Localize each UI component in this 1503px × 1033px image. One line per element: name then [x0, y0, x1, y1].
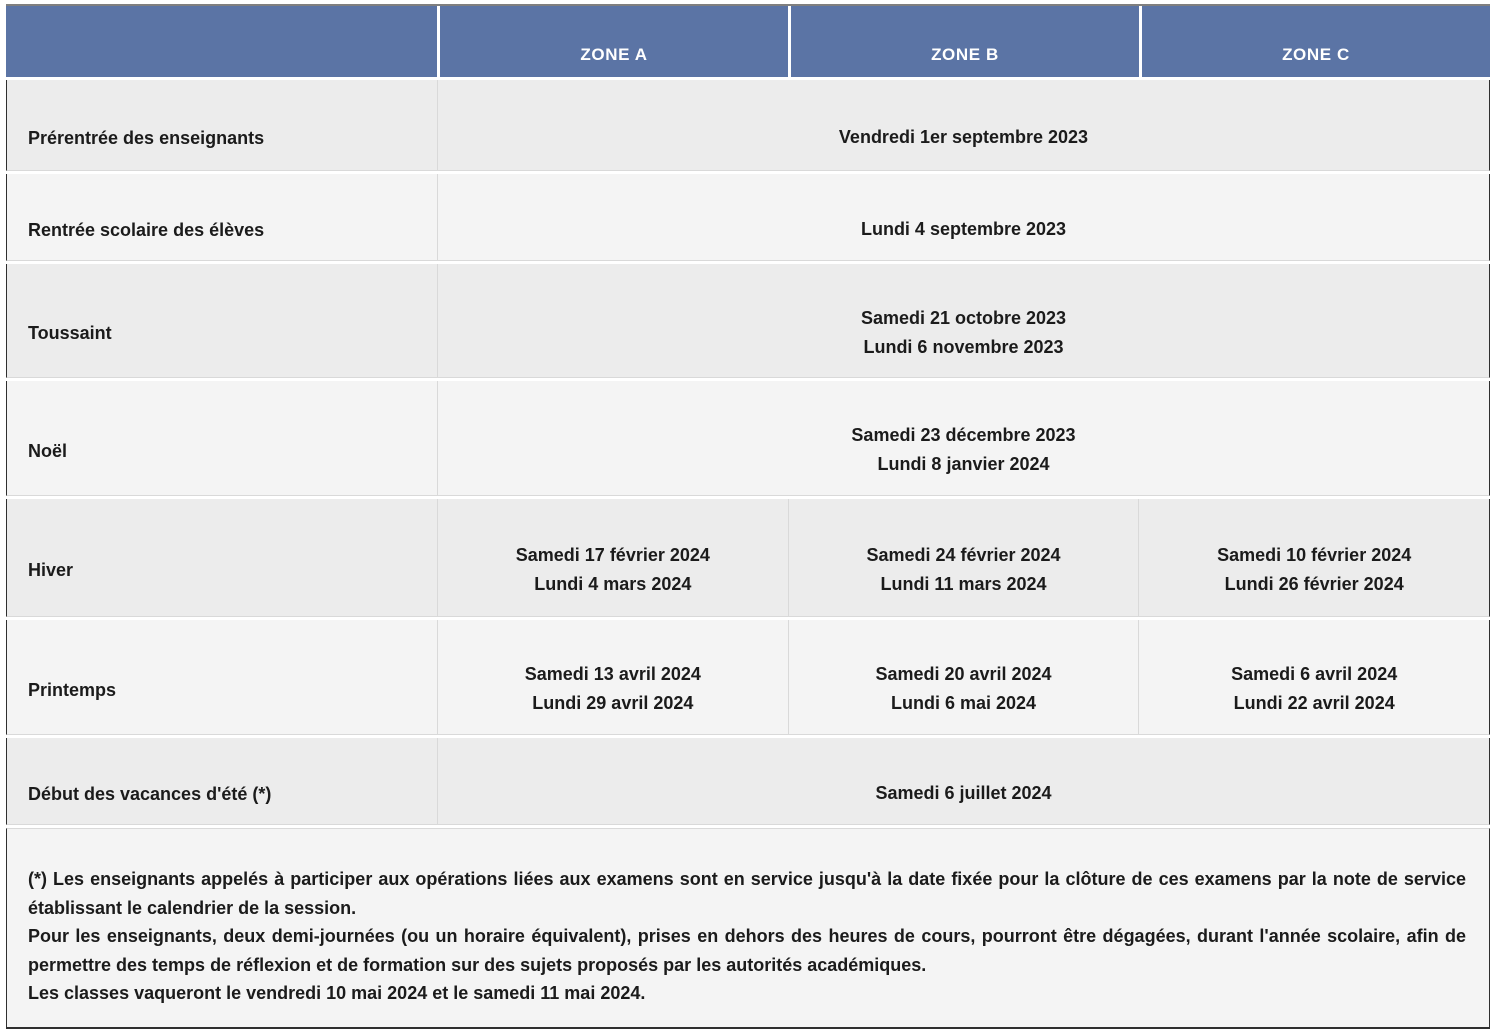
table-row: Printemps Samedi 13 avril 2024 Lundi 29 … [6, 620, 1490, 735]
row-dates-zone-c: Samedi 10 février 2024 Lundi 26 février … [1138, 499, 1489, 616]
header-zone-c: ZONE C [1139, 6, 1490, 77]
date-line: Lundi 11 mars 2024 [880, 573, 1047, 594]
row-label: Hiver [28, 560, 74, 580]
date-line: Lundi 22 avril 2024 [1233, 693, 1395, 713]
date-line: Samedi 6 avril 2024 [1231, 664, 1398, 684]
school-calendar-table: ZONE A ZONE B ZONE C Prérentrée des ense… [6, 4, 1490, 1029]
header-corner-cell [6, 6, 437, 77]
footnote-paragraph: (*) Les enseignants appelés à participer… [28, 869, 1466, 918]
row-label: Toussaint [28, 323, 112, 343]
row-dates-zone-b: Samedi 24 février 2024 Lundi 11 mars 202… [787, 499, 1139, 616]
row-dates-zone-b: Samedi 20 avril 2024 Lundi 6 mai 2024 [787, 620, 1139, 734]
table-row: Noël Samedi 23 décembre 2023 Lundi 8 jan… [6, 381, 1490, 496]
table-header-row: ZONE A ZONE B ZONE C [6, 4, 1490, 77]
footnote: (*) Les enseignants appelés à participer… [6, 828, 1490, 1029]
table-row: Toussaint Samedi 21 octobre 2023 Lundi 6… [6, 264, 1490, 378]
row-label: Début des vacances d'été (*) [28, 783, 272, 804]
row-label: Noël [28, 440, 68, 461]
date-line: Samedi 24 février 2024 [866, 544, 1061, 565]
footnote-paragraph: Les classes vaqueront le vendredi 10 mai… [28, 983, 646, 1003]
date-line: Samedi 13 avril 2024 [524, 664, 701, 684]
row-label: Prérentrée des enseignants [28, 127, 265, 148]
header-zone-b: ZONE B [788, 6, 1139, 77]
row-dates-merged: Samedi 21 octobre 2023 Lundi 6 novembre … [437, 264, 1489, 377]
date-line: Lundi 26 février 2024 [1224, 573, 1404, 594]
table-row: Hiver Samedi 17 février 2024 Lundi 4 mar… [6, 499, 1490, 617]
row-dates-merged: Lundi 4 septembre 2023 [437, 174, 1489, 260]
date-line: Lundi 6 novembre 2023 [863, 336, 1064, 357]
table-row: Début des vacances d'été (*) Samedi 6 ju… [6, 738, 1490, 825]
date-line: Lundi 29 avril 2024 [532, 693, 694, 713]
date-line: Vendredi 1er septembre 2023 [838, 126, 1089, 147]
footnote-paragraph: Pour les enseignants, deux demi-journées… [28, 926, 1466, 975]
date-line: Lundi 6 mai 2024 [890, 693, 1037, 713]
date-line: Lundi 4 mars 2024 [534, 573, 692, 594]
row-label: Rentrée scolaire des élèves [28, 219, 265, 240]
header-zone-a: ZONE A [437, 6, 788, 77]
date-line: Samedi 21 octobre 2023 [860, 307, 1067, 328]
row-dates-zone-a: Samedi 17 février 2024 Lundi 4 mars 2024 [437, 499, 788, 616]
row-dates-merged: Samedi 6 juillet 2024 [437, 738, 1489, 824]
date-line: Lundi 8 janvier 2024 [877, 454, 1050, 474]
row-dates-merged: Samedi 23 décembre 2023 Lundi 8 janvier … [437, 381, 1489, 495]
row-dates-zone-a: Samedi 13 avril 2024 Lundi 29 avril 2024 [437, 620, 788, 734]
row-dates-zone-c: Samedi 6 avril 2024 Lundi 22 avril 2024 [1138, 620, 1489, 734]
table-row: Prérentrée des enseignants Vendredi 1er … [6, 80, 1490, 171]
table-row: Rentrée scolaire des élèves Lundi 4 sept… [6, 174, 1490, 261]
date-line: Samedi 17 février 2024 [515, 544, 710, 565]
date-line: Samedi 23 décembre 2023 [851, 425, 1076, 445]
date-line: Samedi 10 février 2024 [1217, 544, 1412, 565]
date-line: Lundi 4 septembre 2023 [860, 218, 1067, 239]
date-line: Samedi 20 avril 2024 [875, 664, 1052, 684]
row-dates-merged: Vendredi 1er septembre 2023 [437, 80, 1489, 170]
row-label: Printemps [28, 679, 117, 700]
date-line: Samedi 6 juillet 2024 [875, 782, 1052, 803]
